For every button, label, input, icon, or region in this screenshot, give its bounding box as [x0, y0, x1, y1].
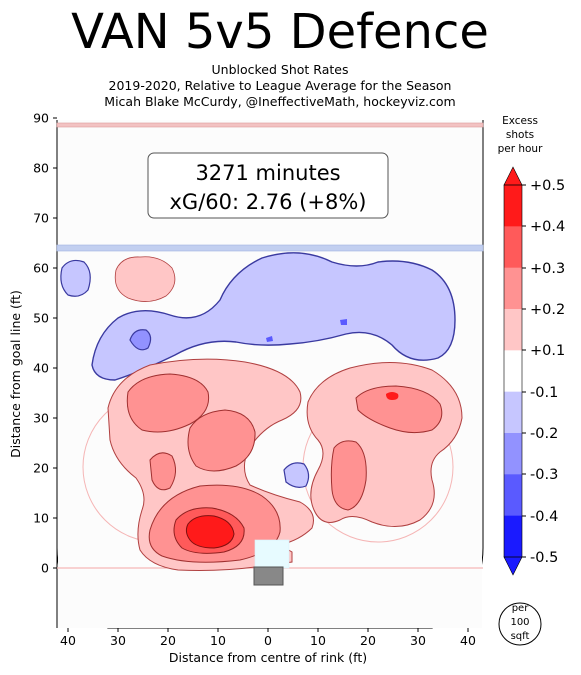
x-axis-label: Distance from centre of rink (ft)	[169, 650, 367, 665]
colorbar-swatch-7	[504, 474, 522, 517]
colorbar-tick-label-6: -0.2	[530, 426, 558, 442]
x-tick-label-3: 10	[210, 633, 226, 648]
y-tick-label-80: 80	[33, 161, 49, 176]
colorbar-tick-label-4: +0.1	[530, 343, 565, 359]
colorbar-tick-label-3: +0.2	[530, 302, 565, 318]
goal-net	[253, 566, 284, 586]
colorbar-tick-label-2: +0.3	[530, 261, 565, 277]
colorbar-tick-label-5: -0.1	[530, 385, 558, 401]
y-tick-label-0: 0	[41, 561, 49, 576]
contour-red-hotspot	[185, 515, 235, 549]
info-box	[147, 152, 389, 219]
goal-crease	[254, 539, 290, 569]
colorbar-swatch-2	[504, 267, 522, 310]
colorbar-swatch-1	[504, 226, 522, 269]
colorbar: +0.5 +0.4 +0.3 +0.2 +0.1 -0.1 -0.2 -0.3 -0.4 -0.5	[503, 166, 565, 576]
subtitle-line-2: 2019-2020, Relative to League Average fo…	[108, 78, 452, 93]
unit-badge	[498, 602, 542, 646]
unit-badge-line-3: sqft	[511, 631, 530, 642]
info-box-xg: xG/60: 2.76 (+8%)	[170, 190, 367, 214]
contour-red-right-1	[355, 385, 443, 434]
y-axis-label: Distance from goal line (ft)	[8, 290, 23, 458]
contour-red-right-2	[330, 440, 367, 511]
x-tick-label-0: 40	[60, 633, 76, 648]
contour-red-upper-left	[114, 256, 176, 302]
colorbar-min-arrow	[503, 556, 523, 576]
blue-line	[56, 244, 484, 252]
y-tick-label-90: 90	[33, 111, 49, 126]
colorbar-title-1: Excess	[502, 115, 538, 127]
chart-title: VAN 5v5 Defence	[71, 4, 489, 60]
x-tick-label-5: 10	[310, 633, 326, 648]
contour-blue-left-top	[60, 259, 91, 297]
contour-red-mid-left-2	[187, 409, 256, 472]
colorbar-swatch-6	[504, 433, 522, 475]
subtitle-line-3: Micah Blake McCurdy, @IneffectiveMath, h…	[104, 94, 456, 109]
y-axis-ticks: 0 10 20 30 40 50 60 70 80 90	[33, 111, 57, 576]
colorbar-swatch-4	[504, 350, 522, 393]
contour-blue-small-1	[266, 336, 273, 342]
contour-red-mid-left-3	[149, 452, 176, 491]
x-tick-label-7: 30	[410, 633, 426, 648]
centre-red-line	[56, 122, 484, 128]
colorbar-swatch-3	[504, 309, 522, 351]
unit-badge-line-1: per	[512, 603, 530, 614]
contour-red-right-spot	[386, 392, 399, 400]
colorbar-tick-label-7: -0.3	[530, 467, 558, 483]
y-tick-label-40: 40	[33, 361, 49, 376]
colorbar-swatch-5	[504, 391, 522, 434]
colorbar-title-2: shots	[506, 129, 534, 141]
contour-red-mid-left-1	[126, 373, 210, 433]
contour-blue-band	[91, 252, 456, 381]
colorbar-max-arrow	[503, 166, 523, 186]
colorbar-title-3: per hour	[498, 143, 544, 155]
x-tick-label-4: 0	[264, 633, 272, 648]
contour-blue-small-2	[340, 319, 347, 325]
info-box-minutes: 3271 minutes	[195, 161, 340, 185]
y-tick-label-30: 30	[33, 411, 49, 426]
x-axis-ticks: 40 30 20 10 0 10 20 30 40	[60, 628, 476, 648]
x-tick-label-1: 30	[110, 633, 126, 648]
x-tick-label-8: 40	[460, 633, 476, 648]
subtitle-line-1: Unblocked Shot Rates	[211, 62, 349, 77]
x-tick-label-2: 20	[160, 633, 176, 648]
y-tick-label-50: 50	[33, 311, 49, 326]
colorbar-swatch-8	[504, 515, 522, 558]
y-tick-label-20: 20	[33, 461, 49, 476]
unit-badge-line-2: 100	[510, 617, 529, 628]
x-tick-label-6: 20	[360, 633, 376, 648]
colorbar-swatch-0	[504, 185, 522, 227]
y-tick-label-10: 10	[33, 511, 49, 526]
colorbar-tick-label-0: +0.5	[530, 178, 565, 194]
y-tick-label-70: 70	[33, 211, 49, 226]
y-tick-label-60: 60	[33, 261, 49, 276]
colorbar-tick-label-8: -0.4	[530, 509, 558, 525]
colorbar-tick-label-1: +0.4	[530, 219, 565, 235]
contour-blue-core-left	[129, 329, 152, 351]
colorbar-tick-label-9: -0.5	[530, 550, 558, 566]
contour-blue-slot	[283, 462, 310, 488]
colorbar-frame	[503, 184, 523, 558]
